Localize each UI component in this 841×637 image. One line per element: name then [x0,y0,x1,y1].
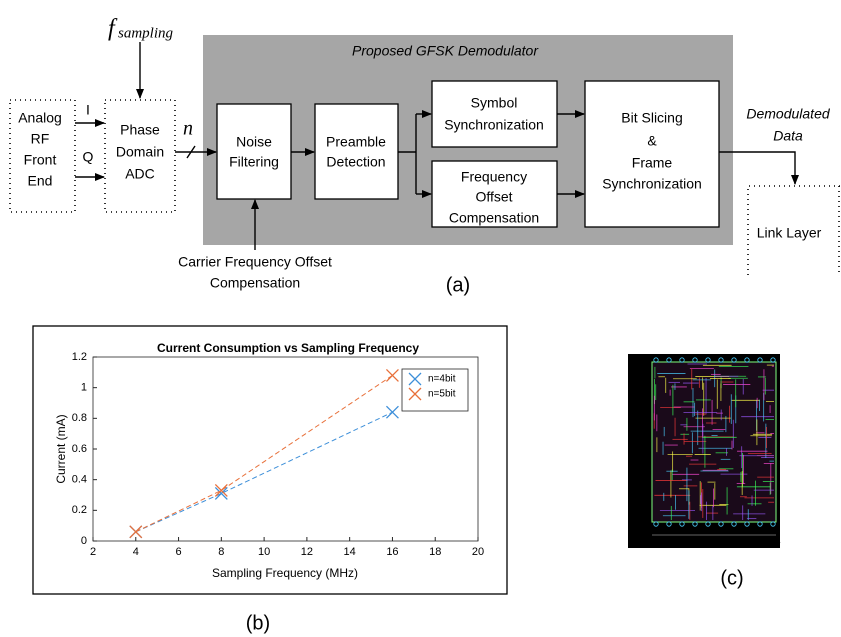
layout-y-tick-label: -100 [638,398,648,404]
layout-x-tick-label: 50 [668,538,674,544]
text: Front [24,152,57,168]
layout-y-tick-label: -349.19 [631,510,648,516]
text: Filtering [229,154,279,170]
text: Frequency [461,169,527,185]
layout-x-tick-label: 100 [684,538,693,544]
text: Phase [120,122,160,138]
x-tick-label: 10 [258,546,270,558]
text: Domain [116,144,164,160]
text: Offset [475,189,512,205]
layout-y-tick-label: -50 [641,375,648,381]
x-tick-label: 2 [90,546,96,558]
cfo-label: Carrier Frequency Offset [178,254,332,270]
x-tick-label: 8 [218,546,224,558]
x-tick-label: 12 [301,546,313,558]
layout-y-tick-label: -150 [638,421,648,427]
text: Compensation [449,210,539,226]
y-tick-label: 0.4 [72,474,87,486]
layout-x-tick-label: 0 [653,538,656,544]
y-tick-label: 0.6 [72,443,87,455]
sampling-symbol: f [108,16,118,42]
x-tick-label: 6 [175,546,181,558]
text: Preamble [326,134,386,150]
text: ADC [125,166,155,182]
y-tick-label: 0 [81,535,87,547]
output-label: Data [773,128,803,144]
text: Analog [18,110,62,126]
legend: n=4bit n=5bit [402,369,468,411]
text: & [647,133,657,149]
demodulator-title: Proposed GFSK Demodulator [352,43,539,59]
symbol-sync-box [432,81,557,147]
sampling-subscript: sampling [118,25,174,41]
cfo-label: Compensation [210,275,300,291]
y-tick-label: 0.8 [72,412,87,424]
layout-x-tick-label: 347.91 [765,538,781,544]
text: Symbol [471,95,518,111]
x-tick-label: 18 [429,546,441,558]
x-tick-label: 14 [344,546,356,558]
text: Noise [236,134,272,150]
text: Synchronization [602,176,702,192]
y-tick-label: 1.2 [72,351,87,363]
layout-y-tick-label: -250 [638,467,648,473]
link-layer-label: Link Layer [757,225,822,241]
caption: (b) [246,612,270,634]
text: Synchronization [444,117,544,133]
figure: Proposed GFSK Demodulator f sampling Ana… [0,0,841,637]
output-label: Demodulated [746,106,830,122]
text: Detection [326,154,385,170]
text: RF [31,131,50,147]
preamble-box [315,104,398,199]
y-tick-label: 1 [81,382,87,394]
q-label: Q [83,149,94,165]
x-axis-label: Sampling Frequency (MHz) [212,566,358,580]
layout-x-tick-label: 250 [735,538,744,544]
n-label: n [183,118,193,140]
text: Bit Slicing [621,110,682,126]
layout-x-tick-label: 150 [701,538,710,544]
legend-label: n=4bit [428,374,456,385]
chip-layout: -50 -100 -150 -200 -250 -300 -349.19 0 50 100 150 2… [631,358,781,545]
legend-label: n=5bit [428,389,456,400]
y-tick-label: 0.2 [72,504,87,516]
caption: (a) [446,274,470,296]
layout-x-tick-label: 300 [752,538,761,544]
y-axis-label: Current (mA) [54,414,68,483]
layout-y-tick-label: -300 [638,490,648,496]
x-tick-label: 4 [133,546,139,558]
x-tick-label: 20 [472,546,484,558]
chart-title: Current Consumption vs Sampling Frequenc… [157,341,419,355]
front-end-label: Analog RF Front End [18,110,62,189]
text: End [28,173,53,189]
layout-x-tick-label: 200 [718,538,727,544]
x-tick-label: 16 [386,546,398,558]
i-label: I [86,102,90,118]
caption: (c) [720,567,743,589]
text: Frame [632,155,673,171]
layout-y-tick-label: -200 [638,444,648,450]
noise-filtering-box [217,104,291,199]
